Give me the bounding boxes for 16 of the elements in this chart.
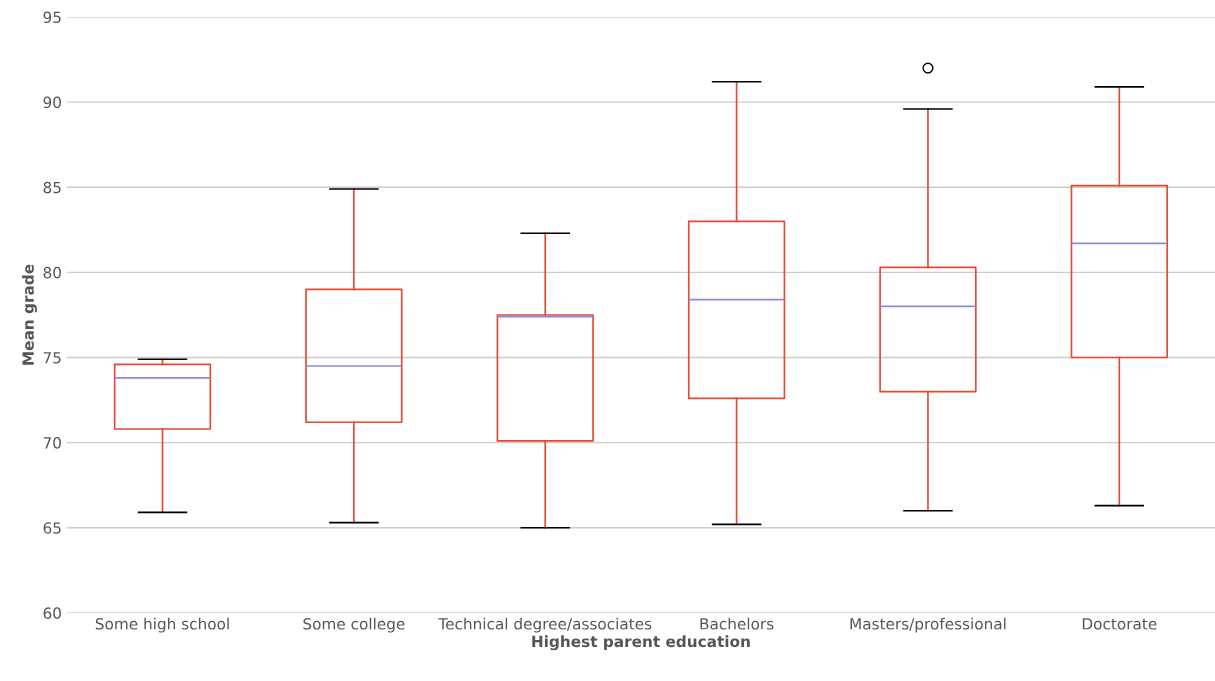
- x-axis-title: Highest parent education: [532, 635, 750, 651]
- x-tick-label: Doctorate: [1082, 618, 1157, 630]
- y-tick-label: 60: [43, 607, 61, 619]
- x-tick-label: Some college: [303, 617, 405, 633]
- y-axis-title: Mean grade: [22, 264, 37, 365]
- y-tick-label: 75: [43, 352, 61, 364]
- y-tick-label: 85: [43, 181, 61, 194]
- y-tick-label: 65: [43, 522, 61, 534]
- y-tick-label: 80: [43, 266, 61, 279]
- x-tick-label: Technical degree/associates: [438, 617, 652, 633]
- y-tick-label: 95: [43, 11, 61, 24]
- y-tick-label: 70: [43, 437, 61, 449]
- x-tick-label: Some high school: [95, 617, 229, 633]
- y-tick-label: 90: [43, 96, 61, 109]
- x-tick-label: Bachelors: [700, 617, 774, 630]
- x-tick-label: Masters/professional: [850, 617, 1006, 633]
